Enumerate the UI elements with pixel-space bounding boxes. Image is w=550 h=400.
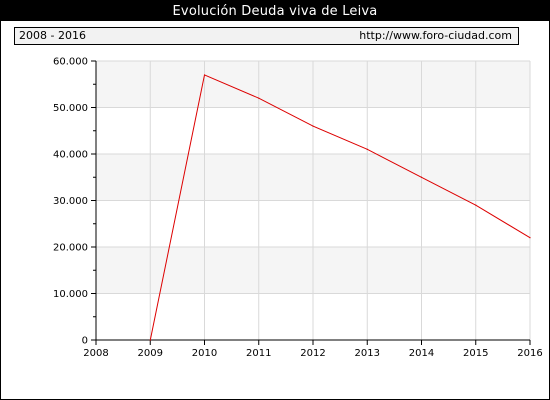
y-tick-label: 60.000 xyxy=(53,57,88,68)
x-tick-label: 2014 xyxy=(409,348,434,359)
x-tick-label: 2015 xyxy=(463,348,488,359)
y-tick-label: 10.000 xyxy=(53,289,88,300)
x-tick-label: 2009 xyxy=(138,348,163,359)
data-point xyxy=(475,204,477,206)
grid-lines xyxy=(96,60,531,340)
chart-title: Evolución Deuda viva de Leiva xyxy=(1,1,549,21)
y-tick-label: 0 xyxy=(82,336,88,347)
x-tick-label: 2016 xyxy=(517,348,542,359)
y-axis-ticks: 0 10.000 20.000 30.000 40.000 50.000 60.000 xyxy=(53,57,96,347)
y-tick-label: 40.000 xyxy=(53,150,88,161)
x-tick-label: 2013 xyxy=(355,348,380,359)
y-tick-label: 20.000 xyxy=(53,243,88,254)
data-point xyxy=(203,74,206,76)
year-range: 2008 - 2016 xyxy=(19,29,86,42)
info-box: 2008 - 2016 http://www.foro-ciudad.com xyxy=(14,27,519,45)
series-layer xyxy=(149,74,531,341)
x-tick-label: 2008 xyxy=(83,348,108,359)
data-point xyxy=(420,176,423,178)
series-line xyxy=(149,74,531,341)
data-point xyxy=(529,237,531,239)
data-point xyxy=(366,148,368,150)
y-tick-label: 30.000 xyxy=(53,196,88,207)
x-tick-label: 2011 xyxy=(246,348,271,359)
data-point xyxy=(258,97,260,99)
data-point xyxy=(312,125,314,127)
source-url: http://www.foro-ciudad.com xyxy=(359,29,512,42)
data-point xyxy=(149,339,151,341)
x-tick-label: 2012 xyxy=(300,348,325,359)
x-tick-label: 2010 xyxy=(192,348,217,359)
x-axis-ticks: 2008 2009 2010 2011 2012 2013 2014 2015 2016 xyxy=(83,340,543,359)
y-tick-label: 50.000 xyxy=(53,103,88,114)
